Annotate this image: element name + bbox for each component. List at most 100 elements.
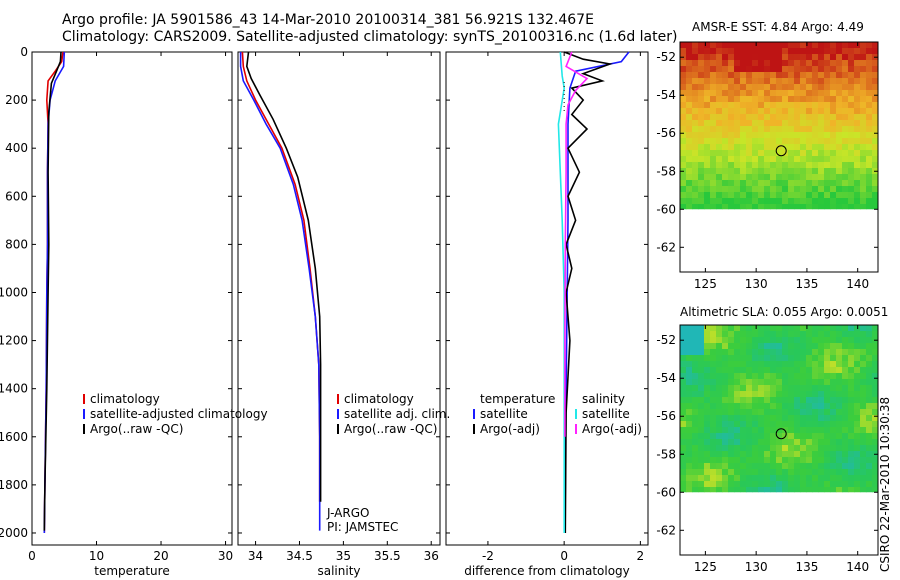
heatmap-cell [764,469,771,476]
heatmap-cell [848,487,855,493]
heatmap-cell [722,379,729,386]
heatmap-cell [848,373,855,380]
heatmap-cell [848,403,855,410]
heatmap-cell [680,78,687,85]
heatmap-cell [842,325,849,332]
heatmap-cell [866,439,873,446]
heatmap-cell [764,96,771,103]
heatmap-cell [866,114,873,121]
heatmap-cell [818,451,825,458]
heatmap-cell [758,144,765,151]
heatmap-cell [824,180,831,187]
heatmap-cell [758,180,765,187]
heatmap-cell [746,349,753,356]
heatmap-cell [746,120,753,127]
heatmap-cell [686,90,693,97]
heatmap-cell [746,481,753,488]
heatmap-cell [872,445,879,452]
heatmap-cell [788,373,795,380]
heatmap-cell [776,385,783,392]
heatmap-cell [794,475,801,482]
heatmap-cell [734,343,741,350]
heatmap-cell [722,421,729,428]
heatmap-cell [782,463,789,470]
heatmap-cell [854,451,861,458]
heatmap-cell [866,102,873,109]
heatmap-cell [872,186,879,193]
series-line-salinity-argo-adj- [564,51,589,437]
heatmap-cell [746,174,753,181]
heatmap-cell [782,168,789,175]
heatmap-cell [680,186,687,193]
heatmap-cell [728,78,735,85]
heatmap-cell [722,192,729,199]
legend-diff-temperature-label: temperature [480,392,555,406]
heatmap-cell [794,325,801,332]
heatmap-cell [704,457,711,464]
heatmap-cell [800,114,807,121]
heatmap-cell [716,445,723,452]
heatmap-cell [818,66,825,73]
heatmap-cell [704,469,711,476]
heatmap-cell [746,138,753,145]
heatmap-cell [866,469,873,476]
heatmap-cell [692,367,699,374]
heatmap-cell [842,132,849,139]
heatmap-cell [770,355,777,362]
heatmap-cell [866,180,873,187]
heatmap-cell [704,132,711,139]
heatmap-cell [692,379,699,386]
heatmap-cell [722,138,729,145]
heatmap-cell [680,463,687,470]
legend-diff-temperature-label: Argo(-adj) [480,422,540,436]
heatmap-cell [800,156,807,163]
heatmap-cell [722,180,729,187]
heatmap-cell [710,457,717,464]
heatmap-cell [776,156,783,163]
heatmap-cell [728,162,735,169]
heatmap-cell [692,84,699,91]
heatmap-cell [728,355,735,362]
heatmap-cell [812,469,819,476]
heatmap-cell [806,180,813,187]
heatmap-cell [704,162,711,169]
heatmap-cell [692,192,699,199]
heatmap-cell [734,409,741,416]
heatmap-cell [794,168,801,175]
heatmap-cell [818,409,825,416]
heatmap-cell [830,481,837,488]
heatmap-cell [824,78,831,85]
heatmap-cell [866,475,873,482]
heatmap-cell [764,433,771,440]
heatmap-cell [770,409,777,416]
heatmap-cell [758,445,765,452]
heatmap-cell [800,120,807,127]
heatmap-cell [866,415,873,422]
heatmap-cell [806,186,813,193]
heatmap-cell [746,150,753,157]
heatmap-cell [854,409,861,416]
heatmap-cell [692,60,699,67]
heatmap-cell [776,463,783,470]
heatmap-cell [758,168,765,175]
heatmap-cell [746,78,753,85]
heatmap-cell [830,48,837,55]
heatmap-cell [698,331,705,338]
heatmap-cell [782,54,789,61]
heatmap-cell [866,373,873,380]
heatmap-cell [758,421,765,428]
heatmap-cell [776,42,783,49]
heatmap-cell [842,198,849,205]
heatmap-cell [686,48,693,55]
heatmap-cell [872,379,879,386]
heatmap-cell [812,331,819,338]
heatmap-cell [782,192,789,199]
heatmap-cell [872,156,879,163]
heatmap-cell [734,84,741,91]
heatmap-cell [836,162,843,169]
heatmap-cell [704,90,711,97]
y-tick-label: 200 [5,93,28,107]
heatmap-cell [836,186,843,193]
heatmap-cell [836,487,843,493]
heatmap-cell [782,78,789,85]
